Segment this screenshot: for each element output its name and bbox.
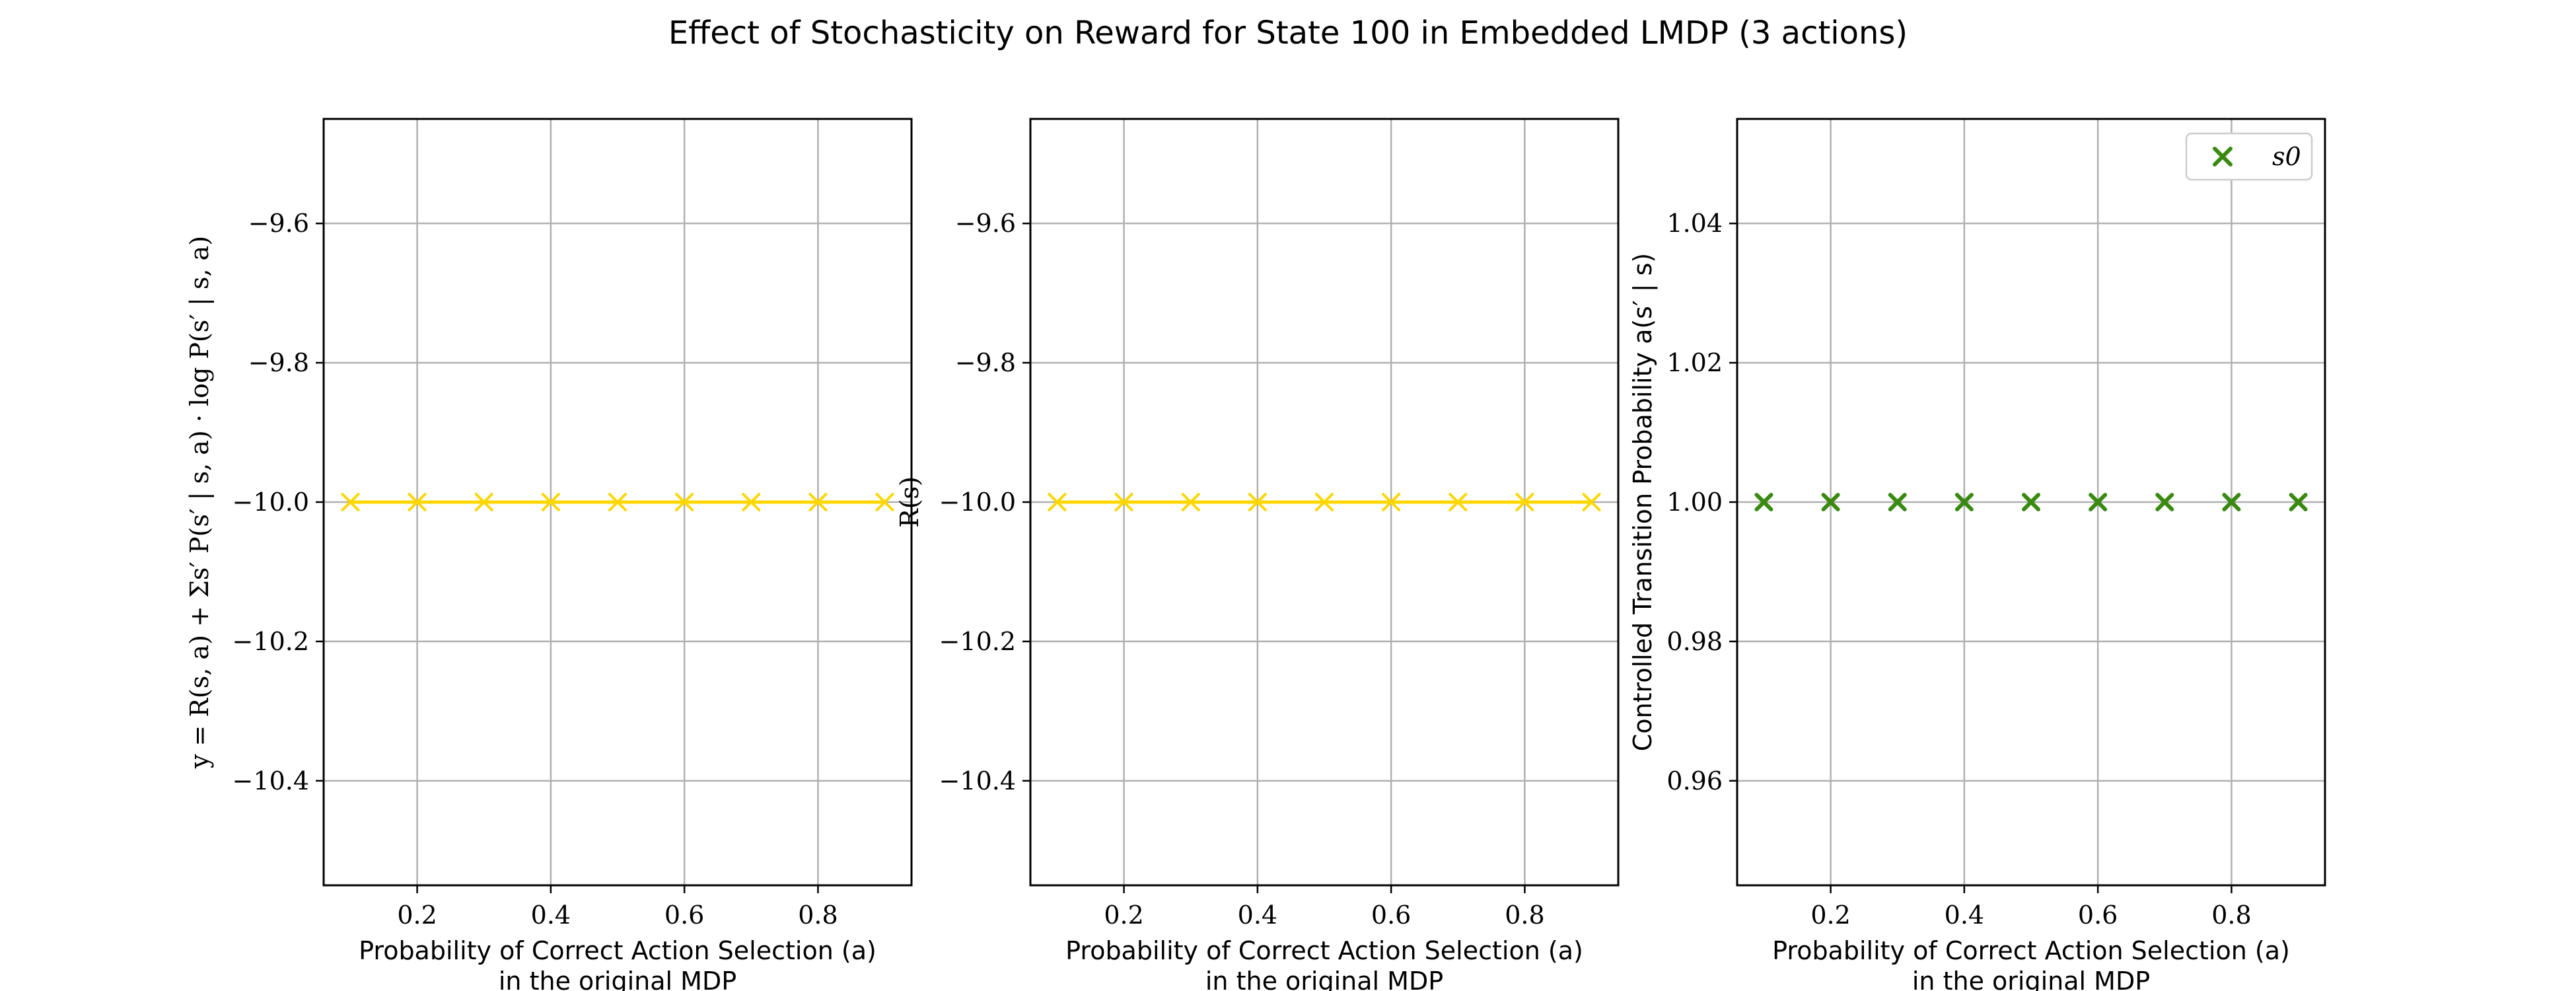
- figure-title: Effect of Stochasticity on Reward for St…: [668, 15, 1908, 52]
- x-tick-label: 0.2: [397, 900, 437, 930]
- y-tick-label: 1.00: [1666, 488, 1723, 517]
- data-point-marker: [541, 493, 560, 511]
- legend-marker: [2213, 147, 2233, 166]
- legend: s0: [2185, 132, 2313, 181]
- y-axis-label: R(s): [895, 476, 924, 528]
- axes-frame: [1029, 118, 1620, 887]
- chart-panel-1: 0.2 0.4 0.6 0.8 −9.6 −9.8 −10.0 −10.2 −10.4 Proba…: [185, 118, 913, 991]
- x-axis-label: Probability of Correct Action Selection …: [359, 936, 877, 965]
- y-tick-label: −10.0: [939, 488, 1016, 517]
- chart-panel-2: 0.2 0.4 0.6 0.8 −9.6 −9.8 −10.0 −10.2 −10.4 Proba…: [895, 118, 1620, 991]
- x-tick-label: 0.6: [1371, 900, 1411, 930]
- x-tick-label: 0.2: [1810, 900, 1850, 930]
- y-tick-label: 0.96: [1666, 766, 1723, 795]
- data-point-marker: [1248, 493, 1267, 511]
- x-tick-label: 0.4: [1238, 900, 1277, 930]
- data-point-marker: [1449, 493, 1468, 511]
- data-point-marker: [341, 493, 360, 511]
- data-point-marker: [875, 493, 894, 511]
- data-point-marker: [408, 493, 427, 511]
- x-tick-label: 0.8: [1505, 900, 1544, 930]
- x-axis-label: Probability of Correct Action Selection …: [1772, 936, 2290, 965]
- data-point-marker: [1315, 493, 1334, 511]
- data-point-marker: [1582, 493, 1601, 511]
- y-tick-label: −10.4: [233, 766, 309, 795]
- y-tick-label: 0.98: [1666, 627, 1723, 656]
- data-point-marker: [2222, 493, 2241, 511]
- y-tick-label: −9.8: [248, 348, 309, 377]
- x-tick-label: 0.8: [2211, 900, 2251, 930]
- y-tick-label: −9.8: [955, 348, 1016, 377]
- data-point-marker: [1754, 493, 1773, 511]
- data-point-marker: [2089, 493, 2108, 511]
- data-point-marker: [1048, 493, 1067, 511]
- y-tick-label: 1.02: [1666, 348, 1723, 377]
- data-point-marker: [1114, 493, 1133, 511]
- x-tick-label: 0.2: [1104, 900, 1143, 930]
- data-point-marker: [1181, 493, 1200, 511]
- x-tick-label: 0.4: [1945, 900, 1984, 930]
- x-tick-label: 0.8: [798, 900, 838, 930]
- data-point-marker: [608, 493, 627, 511]
- data-point-marker: [2289, 493, 2308, 511]
- y-tick-label: −10.0: [233, 488, 309, 517]
- y-tick-label: −10.2: [939, 627, 1016, 656]
- y-tick-label: 1.04: [1666, 209, 1723, 238]
- y-tick-label: −9.6: [955, 209, 1016, 238]
- x-axis-label-line2: in the original MDP: [1205, 967, 1443, 991]
- x-tick-label: 0.6: [664, 900, 704, 930]
- legend-label: s0: [2272, 142, 2301, 171]
- data-point-marker: [1382, 493, 1401, 511]
- y-tick-label: −9.6: [248, 209, 309, 238]
- data-point-marker: [1888, 493, 1907, 511]
- data-point-marker: [675, 493, 694, 511]
- chart-panel-3: 0.2 0.4 0.6 0.8 1.04 1.02 1.00 0.98 0.96 Probabil…: [1628, 118, 2326, 991]
- y-axis-label: Controlled Transition Probability a(s′ |…: [1628, 253, 1658, 751]
- data-point-marker: [2022, 493, 2040, 511]
- data-point-marker: [1515, 493, 1534, 511]
- y-axis-label: y = R(s, a) + Σs′ P(s′ | s, a) · log P(s…: [185, 236, 214, 769]
- y-tick-label: −10.4: [939, 766, 1016, 795]
- data-point-marker: [2155, 493, 2174, 511]
- legend-box: [2185, 132, 2313, 181]
- axes-frame: [322, 118, 913, 887]
- data-point-marker: [808, 493, 828, 511]
- x-axis-label: Probability of Correct Action Selection …: [1065, 936, 1583, 965]
- y-tick-label: −10.2: [233, 627, 309, 656]
- data-point-marker: [1954, 493, 1974, 511]
- x-axis-label-line2: in the original MDP: [1912, 967, 2150, 991]
- x-tick-label: 0.6: [2078, 900, 2118, 930]
- x-tick-label: 0.4: [531, 900, 571, 930]
- data-point-marker: [742, 493, 761, 511]
- x-axis-label-line2: in the original MDP: [499, 967, 736, 991]
- axes-frame: [1736, 118, 2326, 887]
- data-point-marker: [474, 493, 493, 511]
- data-point-marker: [1821, 493, 1840, 511]
